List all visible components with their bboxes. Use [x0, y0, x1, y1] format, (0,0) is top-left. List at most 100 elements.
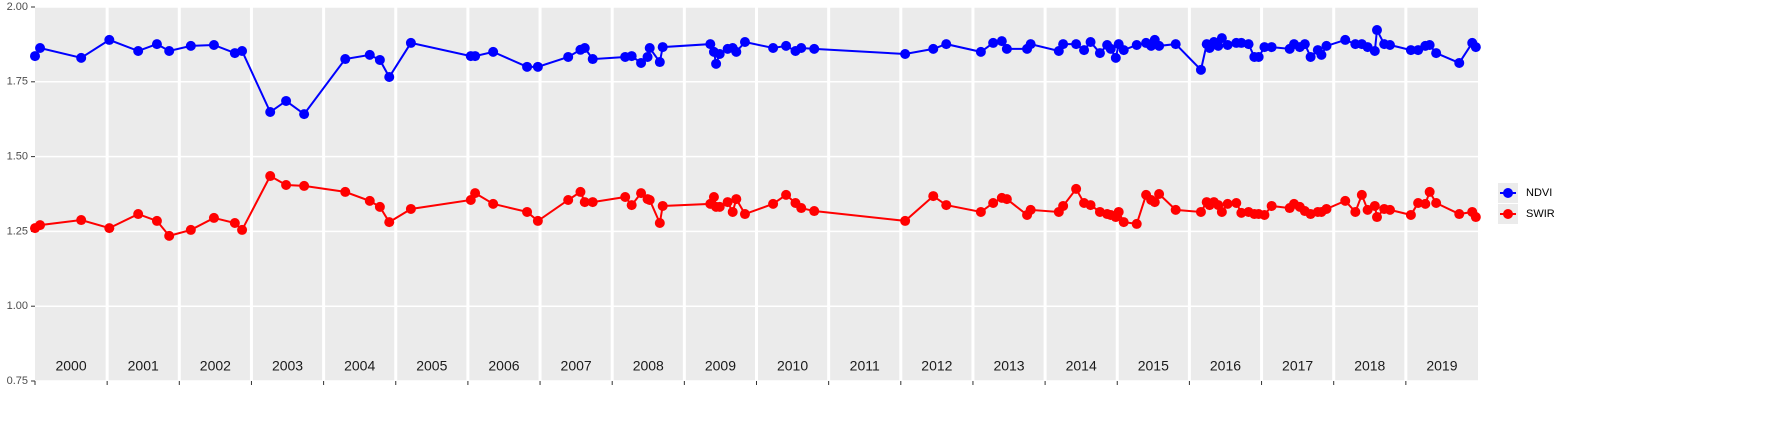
point — [900, 215, 911, 226]
point — [1369, 200, 1380, 211]
point — [185, 40, 196, 51]
point — [796, 42, 807, 53]
point — [1085, 37, 1096, 48]
point — [208, 39, 219, 50]
point — [1431, 197, 1442, 208]
point — [1222, 39, 1233, 50]
point — [522, 61, 533, 72]
year-label: 2002 — [200, 358, 231, 374]
point — [1001, 43, 1012, 54]
point — [76, 52, 87, 63]
point — [975, 46, 986, 57]
point — [1371, 212, 1382, 223]
point — [988, 197, 999, 208]
point — [405, 37, 416, 48]
point — [900, 48, 911, 59]
point — [1216, 33, 1227, 44]
point — [563, 194, 574, 205]
point — [35, 42, 46, 53]
point — [575, 186, 586, 197]
y-tick-label: 0.75 — [7, 375, 28, 387]
legend-point — [1503, 188, 1513, 198]
point — [1371, 25, 1382, 36]
point — [1305, 51, 1316, 62]
point — [470, 51, 481, 62]
year-label: 2003 — [272, 358, 303, 374]
point — [1222, 198, 1233, 209]
point — [30, 51, 40, 62]
point — [636, 188, 647, 199]
year-label: 2014 — [1066, 358, 1097, 374]
point — [185, 224, 196, 235]
point — [731, 194, 742, 205]
year-label: 2012 — [921, 358, 952, 374]
point — [364, 195, 375, 206]
year-label: 2006 — [488, 358, 519, 374]
point — [1149, 197, 1160, 208]
point — [374, 201, 385, 212]
point — [1454, 57, 1465, 68]
point — [727, 206, 738, 217]
point — [1105, 43, 1116, 54]
year-label: 2011 — [850, 358, 880, 374]
year-label: 2004 — [344, 358, 375, 374]
point — [1405, 209, 1416, 220]
point — [522, 206, 533, 217]
point — [1058, 39, 1069, 50]
point — [714, 48, 725, 59]
point — [731, 46, 742, 57]
point — [1170, 39, 1181, 50]
point — [587, 197, 598, 208]
point — [654, 57, 665, 68]
legend-label: SWIR — [1526, 208, 1555, 220]
point — [405, 203, 416, 214]
point — [579, 197, 590, 208]
point — [941, 39, 952, 50]
point — [104, 34, 115, 45]
point — [340, 186, 351, 197]
legend-label: NDVI — [1526, 187, 1552, 199]
point — [1025, 204, 1036, 215]
point — [151, 215, 162, 226]
point — [1131, 218, 1142, 229]
point — [488, 198, 499, 209]
point — [1085, 200, 1096, 211]
point — [657, 200, 668, 211]
point — [1405, 45, 1416, 56]
point — [1299, 39, 1310, 50]
point — [151, 39, 162, 50]
point — [237, 224, 248, 235]
point — [1266, 42, 1277, 53]
point — [1259, 42, 1270, 53]
point — [657, 42, 668, 53]
point — [364, 49, 375, 60]
point — [76, 215, 87, 226]
point — [1253, 51, 1264, 62]
point — [1321, 203, 1332, 214]
point — [384, 217, 395, 228]
point — [1356, 189, 1367, 200]
point — [1350, 206, 1361, 217]
point — [1369, 45, 1380, 56]
year-label: 2001 — [128, 358, 159, 374]
year-label: 2005 — [416, 358, 447, 374]
point — [1231, 197, 1242, 208]
point — [133, 209, 144, 220]
point — [563, 51, 574, 62]
point — [1118, 45, 1129, 56]
y-tick-label: 1.75 — [7, 76, 28, 88]
point — [996, 36, 1007, 47]
point — [35, 220, 46, 231]
point — [340, 54, 351, 65]
point — [1058, 200, 1069, 211]
point — [739, 37, 750, 48]
point — [768, 42, 779, 53]
point — [1213, 40, 1224, 51]
point — [1170, 204, 1181, 215]
y-tick-label: 1.25 — [7, 225, 28, 237]
point — [1424, 186, 1435, 197]
point — [781, 189, 792, 200]
point — [796, 203, 807, 214]
point — [1470, 42, 1481, 53]
point — [1384, 39, 1395, 50]
